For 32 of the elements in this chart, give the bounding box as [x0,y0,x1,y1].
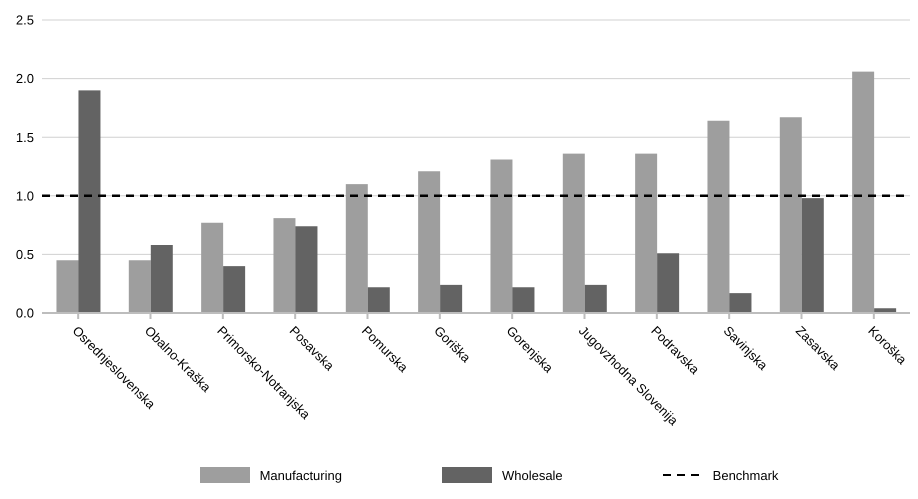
legend-label: Wholesale [502,468,563,482]
legend-label: Benchmark [712,468,778,482]
bar [368,287,390,313]
bar [346,184,368,313]
bar [780,117,802,313]
bar [512,287,534,313]
bar [128,260,151,313]
bar [201,222,224,313]
bar [584,284,607,313]
bar [295,226,318,313]
bar [635,154,658,313]
bar [852,72,874,313]
bar [657,253,680,313]
bar [418,171,440,313]
bar [273,218,296,313]
y-tick-label: 1.5 [16,130,34,145]
bar [440,284,462,313]
y-tick-label: 0.0 [16,306,34,321]
bar [707,120,730,313]
bar [78,90,100,313]
bar [729,293,752,313]
bar [802,198,824,313]
bar [56,260,78,313]
y-tick-label: 1.0 [16,188,34,204]
y-tick-label: 2.0 [16,71,34,86]
bar [490,159,512,313]
bar [150,245,173,313]
bar [562,154,585,313]
bar [223,266,246,313]
y-tick-label: 2.5 [16,12,34,28]
legend-label: Manufacturing [260,468,342,482]
y-tick-label: 0.5 [16,247,34,262]
